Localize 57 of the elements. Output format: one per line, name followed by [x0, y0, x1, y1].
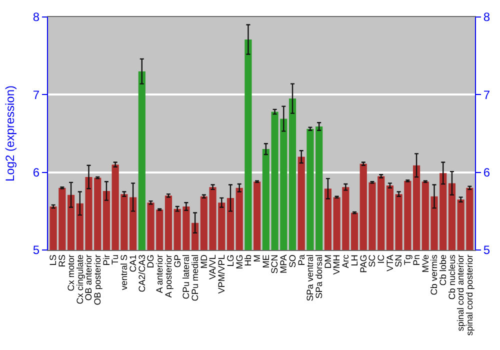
x-tick-label: DM	[322, 254, 333, 269]
x-tick-label: M	[252, 254, 262, 262]
x-tick-label: Cb lobe	[438, 254, 448, 286]
y2-tick-label: 7	[483, 88, 490, 102]
x-tick-label: SC	[367, 254, 378, 268]
x-tick-label: MG	[234, 254, 244, 270]
x-tick-label: Cx motor	[66, 254, 76, 292]
x-tick-label: spinal cord posterior	[464, 254, 475, 336]
x-tick-label: LH	[349, 254, 360, 266]
y-axis-title: Log2 (expression)	[3, 85, 18, 182]
y-tick-label: 5	[32, 243, 40, 258]
y-tick-label: 7	[32, 88, 40, 102]
y-tick-label: 6	[32, 166, 40, 180]
x-tick-label: SN	[394, 254, 404, 268]
x-tick-label: CPu medial	[190, 254, 200, 302]
y2-tick-label: 6	[483, 166, 490, 180]
x-tick-label: CA1	[128, 254, 138, 272]
x-tick-label: ventral S	[119, 254, 130, 290]
x-tick-label: MPA	[278, 254, 289, 274]
y-tick-label: 8	[32, 10, 40, 24]
x-tick-label: SPa ventral	[305, 254, 316, 302]
x-tick-label: Pir	[101, 254, 112, 266]
x-tick-label: RS	[57, 254, 68, 268]
x-tick-label: Tu	[110, 254, 120, 265]
x-tick-label: CPu lateral	[181, 254, 192, 300]
y2-tick-label: 5	[483, 243, 490, 258]
x-tick-label: VA/VL	[208, 254, 218, 280]
x-tick-label: Cx cingulate	[74, 254, 85, 304]
x-tick-label: Tg	[402, 254, 413, 266]
x-tick-label: Cb vermis	[429, 254, 440, 296]
x-tick-label: Pa	[296, 254, 306, 266]
x-tick-label: IC	[376, 254, 386, 264]
x-tick-label: VMH	[332, 254, 342, 275]
x-tick-label: Cb nucleus	[446, 254, 457, 300]
y2-tick-label: 8	[483, 10, 490, 24]
x-tick-label: GP	[172, 254, 182, 268]
x-tick-label: Hb	[243, 254, 254, 266]
x-tick-label: LG	[225, 254, 236, 267]
x-tick-label: spinal cord anterior	[456, 254, 466, 332]
x-tick-label: MVe	[420, 254, 430, 273]
x-tick-label: CA2/CA3	[136, 254, 147, 292]
x-tick-label: SO	[287, 254, 298, 268]
x-tick-label: OB anterior	[84, 254, 94, 301]
x-tick-label: MD	[198, 254, 209, 269]
x-tick-label: A posterior	[163, 254, 174, 298]
x-tick-label: ME	[260, 254, 271, 268]
x-tick-label: PAG	[358, 254, 368, 273]
x-tick-label: Arc	[340, 254, 351, 268]
x-tick-label: DG	[146, 254, 156, 268]
x-tick-label: SPa dorsal	[314, 254, 324, 299]
x-tick-label: Pn	[411, 254, 422, 266]
x-tick-label: OB posterior	[92, 254, 103, 306]
x-tick-label: SCN	[270, 254, 280, 274]
x-tick-label: VTA	[384, 254, 395, 272]
x-tick-label: LS	[48, 254, 58, 266]
x-tick-label: A anterior	[154, 254, 165, 294]
x-tick-label: VPM/VPL	[216, 254, 227, 294]
